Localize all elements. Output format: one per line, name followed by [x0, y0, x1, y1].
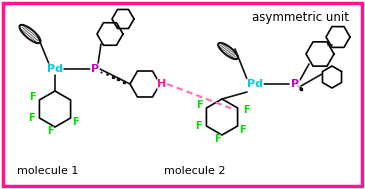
- Text: F: F: [196, 100, 203, 110]
- Text: P: P: [91, 64, 99, 74]
- Text: F: F: [195, 121, 202, 131]
- Text: F: F: [243, 105, 250, 115]
- Text: Pd: Pd: [47, 64, 63, 74]
- Text: molecule 2: molecule 2: [164, 166, 226, 176]
- Text: H: H: [157, 79, 167, 89]
- Text: F: F: [28, 113, 35, 123]
- Text: P: P: [291, 79, 299, 89]
- Text: molecule 1: molecule 1: [17, 166, 79, 176]
- Text: F: F: [214, 134, 220, 144]
- Text: F: F: [47, 126, 53, 136]
- Text: F: F: [72, 117, 79, 127]
- Text: F: F: [29, 92, 36, 102]
- Text: Pd: Pd: [247, 79, 263, 89]
- Text: F: F: [239, 125, 246, 135]
- Text: asymmetric unit: asymmetric unit: [251, 11, 349, 23]
